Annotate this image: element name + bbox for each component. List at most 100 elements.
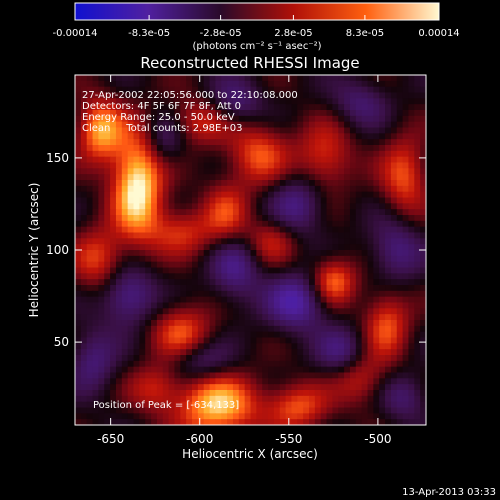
heatmap-cell: [396, 355, 404, 362]
heatmap-cell: [396, 145, 404, 152]
heatmap-cell: [297, 75, 304, 82]
heatmap-cell: [168, 226, 176, 234]
heatmap-cell: [349, 314, 357, 321]
heatmap-cell: [221, 331, 228, 339]
heatmap-cell: [209, 150, 216, 158]
heatmap-cell: [145, 255, 152, 263]
heatmap-cell: [203, 139, 211, 146]
heatmap-cell: [396, 325, 404, 333]
heatmap-cell: [156, 314, 164, 321]
heatmap-cell: [168, 191, 176, 199]
heatmap-cell: [104, 372, 111, 379]
heatmap-cell: [390, 302, 398, 309]
heatmap-cell: [203, 226, 211, 234]
heatmap-cell: [314, 261, 322, 269]
heatmap-cell: [256, 232, 263, 239]
heatmap-cell: [273, 209, 281, 216]
heatmap-cell: [355, 331, 363, 339]
heatmap-cell: [355, 279, 363, 286]
heatmap-cell: [373, 98, 380, 105]
heatmap-cell: [256, 413, 263, 420]
heatmap-cell: [168, 232, 176, 239]
heatmap-cell: [326, 238, 333, 245]
heatmap-cell: [408, 378, 415, 385]
heatmap-cell: [209, 384, 216, 391]
x-tick-label: -650: [97, 432, 124, 446]
heatmap-cell: [180, 413, 187, 420]
heatmap-cell: [75, 139, 82, 146]
heatmap-cell: [145, 98, 152, 105]
heatmap-cell: [326, 337, 333, 344]
heatmap-cell: [209, 80, 216, 88]
heatmap-cell: [344, 384, 351, 391]
heatmap-cell: [139, 139, 146, 146]
colorbar-tick-label: 2.8e-05: [274, 28, 312, 39]
heatmap-cell: [344, 110, 351, 117]
heatmap-cell: [279, 185, 287, 193]
heatmap-cell: [92, 285, 99, 292]
heatmap-cell: [396, 360, 404, 368]
heatmap-cell: [238, 325, 246, 333]
heatmap-cell: [104, 349, 111, 356]
heatmap-cell: [197, 203, 205, 210]
heatmap-cell: [174, 314, 181, 321]
heatmap-cell: [414, 238, 421, 245]
heatmap-cell: [174, 320, 181, 327]
heatmap-cell: [268, 156, 275, 164]
heatmap-cell: [86, 127, 94, 134]
heatmap-cell: [379, 337, 386, 344]
heatmap-cell: [349, 238, 357, 245]
heatmap-cell: [273, 401, 281, 409]
heatmap-cell: [115, 238, 123, 245]
heatmap-cell: [174, 203, 181, 210]
heatmap-cell: [250, 185, 257, 193]
heatmap-cell: [373, 139, 380, 146]
heatmap-cell: [203, 92, 211, 99]
heatmap-cell: [180, 92, 187, 99]
heatmap-cell: [390, 384, 398, 391]
heatmap-cell: [414, 244, 421, 251]
heatmap-cell: [215, 139, 222, 146]
heatmap-cell: [402, 75, 410, 82]
heatmap-cell: [314, 127, 322, 134]
heatmap-cell: [192, 355, 199, 362]
heatmap-cell: [273, 226, 281, 234]
heatmap-cell: [396, 290, 404, 298]
heatmap-cell: [390, 244, 398, 251]
heatmap-cell: [121, 75, 129, 82]
heatmap-cell: [151, 133, 158, 140]
heatmap-cell: [268, 145, 275, 152]
heatmap-cell: [303, 273, 310, 280]
heatmap-cell: [256, 238, 263, 245]
heatmap-cell: [168, 261, 176, 269]
heatmap-cell: [396, 215, 404, 222]
heatmap-cell: [273, 419, 281, 425]
heatmap-cell: [104, 360, 111, 368]
heatmap-cell: [168, 273, 176, 280]
heatmap-cell: [104, 98, 111, 105]
heatmap-cell: [262, 145, 269, 152]
heatmap-cell: [285, 168, 293, 175]
heatmap-cell: [273, 407, 281, 414]
heatmap-cell: [385, 139, 392, 146]
heatmap-cell: [115, 419, 123, 425]
heatmap-cell: [127, 308, 135, 315]
heatmap-cell: [174, 191, 181, 199]
heatmap-cell: [361, 174, 369, 181]
heatmap-cell: [361, 127, 369, 134]
heatmap-cell: [361, 150, 369, 158]
heatmap-cell: [373, 302, 380, 309]
heatmap-cell: [326, 285, 333, 292]
heatmap-cell: [244, 343, 252, 350]
heatmap-cell: [162, 104, 170, 111]
heatmap-cell: [355, 139, 363, 146]
heatmap-cell: [238, 92, 246, 99]
heatmap-cell: [238, 308, 246, 315]
heatmap-cell: [221, 110, 228, 117]
heatmap-cell: [250, 232, 257, 239]
heatmap-cell: [408, 349, 415, 356]
heatmap-cell: [80, 98, 88, 105]
heatmap-cell: [227, 279, 234, 286]
heatmap-cell: [174, 331, 181, 339]
heatmap-cell: [75, 145, 82, 152]
